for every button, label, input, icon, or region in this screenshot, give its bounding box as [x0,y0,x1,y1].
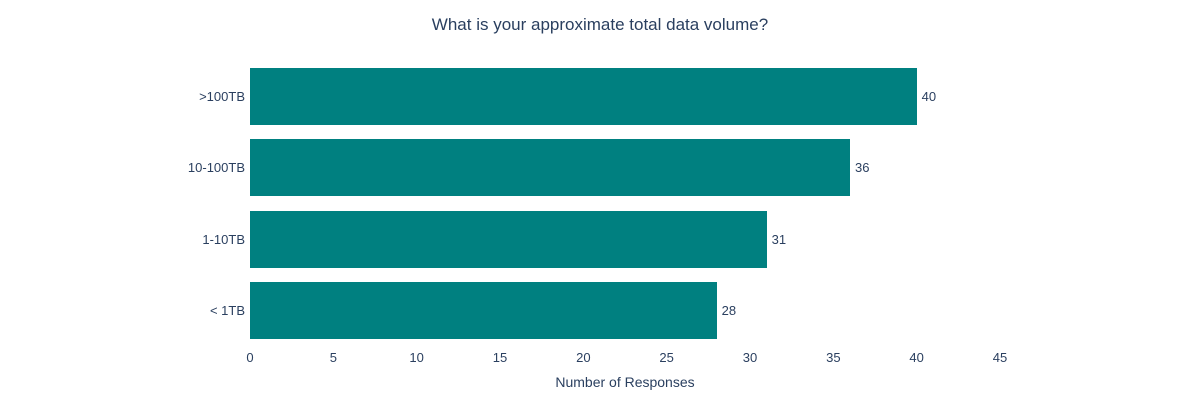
y-tick-label: 10-100TB [187,160,245,176]
y-tick-label: 1-10TB [202,231,245,247]
x-tick-label: 20 [576,350,591,365]
x-tick-label: 30 [742,350,758,365]
y-tick-label: >100TB [199,89,245,105]
x-tick-label: 35 [826,350,841,365]
y-tick-label: < 1TB [209,302,245,318]
bar[interactable] [250,210,767,268]
y-axis: >100TB 10-100TB 1-10TB < 1TB [0,61,245,346]
x-tick-label: 5 [329,350,337,365]
x-tick-label: 45 [992,350,1008,365]
chart-title: What is your approximate total data volu… [431,15,769,34]
bar-value-label: 40 [921,89,937,105]
x-axis-title: Number of Responses [555,374,695,390]
x-tick-label: 40 [909,350,924,365]
bar[interactable] [250,68,917,126]
x-axis: 0 5 10 15 20 25 30 35 40 45 [246,350,1007,368]
x-tick-label: 15 [492,350,508,365]
bar[interactable] [250,139,850,197]
plot-area: 40 36 31 28 [250,61,1000,346]
bar-value-label: 36 [855,160,870,176]
x-tick-label: 0 [246,350,254,365]
x-tick-label: 25 [659,350,674,365]
bar-value-label: 28 [721,302,737,318]
x-tick-label: 10 [409,350,424,365]
bar-value-label: 31 [771,231,787,247]
bar[interactable] [250,281,717,339]
